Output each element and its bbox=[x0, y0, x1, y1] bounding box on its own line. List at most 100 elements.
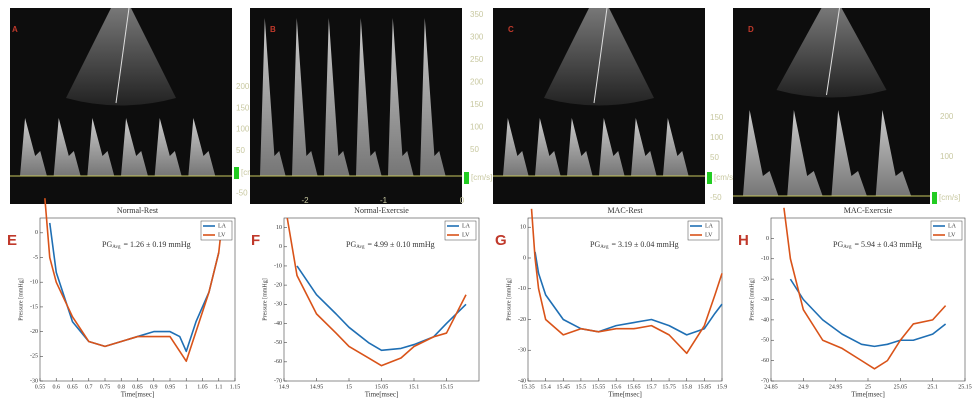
y-tick-label: 10 bbox=[520, 225, 526, 231]
y-tick-label: -10 bbox=[761, 256, 769, 262]
y-tick-label: 10 bbox=[276, 225, 282, 231]
x-tick-label: 0.55 bbox=[35, 384, 46, 390]
annotation: PGAvg = 1.26 ± 0.19 mmHg bbox=[102, 240, 191, 250]
doppler-envelope bbox=[535, 118, 561, 176]
x-tick-label: 15.7 bbox=[646, 384, 657, 390]
baseline-marker bbox=[464, 172, 469, 184]
y-axis-label: Pressure [mmHg] bbox=[18, 278, 24, 321]
time-tick-label: 0 bbox=[460, 196, 465, 205]
x-tick-label: 14.9 bbox=[279, 384, 290, 390]
doppler-envelope bbox=[388, 18, 414, 176]
sector-image bbox=[66, 8, 176, 106]
x-tick-label: 0.95 bbox=[165, 384, 176, 390]
doppler-envelope bbox=[631, 118, 657, 176]
y-tick-label: -5 bbox=[33, 255, 38, 261]
y-tick-label: -30 bbox=[274, 302, 282, 308]
y-axis-label: Pressure [mmHg] bbox=[506, 278, 512, 321]
annotation-text: = 1.26 ± 0.19 mmHg bbox=[123, 240, 190, 249]
series-line bbox=[44, 198, 223, 363]
time-tick-label: -1 bbox=[380, 196, 388, 205]
doppler-envelope bbox=[787, 110, 823, 196]
legend-label: LA bbox=[462, 223, 471, 229]
x-tick-label: 15.5 bbox=[576, 384, 587, 390]
doppler-envelope bbox=[188, 118, 216, 176]
scale-tick-label: 100 bbox=[236, 125, 250, 134]
doppler-envelope bbox=[743, 110, 779, 196]
scale-tick-label: 100 bbox=[940, 152, 954, 161]
legend-box bbox=[444, 220, 477, 241]
legend-label: LV bbox=[948, 232, 956, 238]
x-tick-label: 0.75 bbox=[100, 384, 111, 390]
panel-label: C bbox=[508, 25, 514, 34]
chart-title: MAC-Exercsie bbox=[844, 206, 893, 215]
y-tick-label: -50 bbox=[761, 338, 769, 344]
sector-image bbox=[544, 8, 654, 106]
scale-tick-label: 150 bbox=[236, 103, 250, 112]
scale-tick-label: 200 bbox=[940, 112, 954, 121]
annotation-main: PG bbox=[102, 240, 112, 249]
chart-title: Normal-Exercsie bbox=[354, 206, 409, 215]
y-axis-label: Pressure [mmHg] bbox=[749, 278, 755, 321]
panel-label: B bbox=[270, 25, 276, 34]
annotation-main: PG bbox=[590, 240, 600, 249]
x-tick-label: 1.1 bbox=[215, 384, 223, 390]
scale-unit: [cm/s] bbox=[714, 173, 735, 182]
y-tick-label: -40 bbox=[761, 317, 769, 323]
doppler-envelope bbox=[831, 110, 867, 196]
series-line bbox=[789, 278, 947, 348]
annotation: PGAvg = 5.94 ± 0.43 mmHg bbox=[833, 240, 922, 250]
y-tick-label: -20 bbox=[761, 277, 769, 283]
x-tick-label: 24.85 bbox=[764, 384, 778, 390]
doppler-envelope bbox=[324, 18, 350, 176]
time-tick-label: -2 bbox=[301, 196, 309, 205]
legend-box bbox=[687, 220, 720, 241]
y-tick-label: -50 bbox=[274, 340, 282, 346]
legend-box bbox=[930, 220, 963, 241]
x-tick-label: 15.8 bbox=[681, 384, 692, 390]
series-line bbox=[48, 222, 220, 353]
x-tick-label: 25 bbox=[865, 384, 871, 390]
y-tick-label: 0 bbox=[523, 255, 526, 261]
doppler-envelope bbox=[121, 118, 148, 176]
chart-title: MAC-Rest bbox=[607, 206, 643, 215]
y-tick-label: -10 bbox=[518, 286, 526, 292]
y-tick-label: -20 bbox=[274, 282, 282, 288]
x-tick-label: 15.9 bbox=[717, 384, 728, 390]
y-tick-label: 0 bbox=[766, 236, 769, 242]
x-tick-label: 15.75 bbox=[662, 384, 676, 390]
annotation: PGAvg = 4.99 ± 0.10 mmHg bbox=[346, 240, 435, 250]
scale-tick-label: 100 bbox=[710, 133, 724, 142]
annotation: PGAvg = 3.19 ± 0.04 mmHg bbox=[590, 240, 679, 250]
x-tick-label: 0.65 bbox=[67, 384, 78, 390]
panel-label: F bbox=[251, 232, 260, 249]
y-tick-label: -15 bbox=[30, 304, 38, 310]
scale-tick-label: 150 bbox=[710, 113, 724, 122]
annotation-main: PG bbox=[833, 240, 843, 249]
series-line bbox=[286, 217, 467, 367]
x-tick-label: 1.05 bbox=[197, 384, 208, 390]
cursor-line bbox=[826, 7, 840, 96]
plot-area bbox=[283, 217, 480, 382]
doppler-envelope bbox=[53, 118, 81, 176]
annotation-sub: Avg bbox=[356, 245, 365, 250]
doppler-envelope bbox=[663, 118, 689, 176]
scale-tick-label: 250 bbox=[470, 55, 484, 64]
annotation-text: = 5.94 ± 0.43 mmHg bbox=[854, 240, 921, 249]
x-tick-label: 1.15 bbox=[230, 384, 241, 390]
scale-tick-label: 50 bbox=[236, 146, 245, 155]
x-tick-label: 0.6 bbox=[53, 384, 61, 390]
series-line bbox=[530, 208, 723, 355]
sector-image bbox=[776, 8, 887, 98]
baseline-marker bbox=[234, 167, 239, 179]
scale-tick-label: 300 bbox=[470, 33, 484, 42]
doppler-envelope bbox=[292, 18, 318, 176]
ultrasound-panel: 200 100 [cm/s] D bbox=[733, 7, 960, 204]
scale-tick-label: 200 bbox=[470, 78, 484, 87]
plot-area bbox=[527, 217, 723, 382]
x-axis-label: Time[msec] bbox=[121, 391, 155, 399]
x-tick-label: 0.7 bbox=[85, 384, 93, 390]
y-tick-label: -30 bbox=[518, 348, 526, 354]
annotation-sub: Avg bbox=[600, 245, 609, 250]
annotation-sub: Avg bbox=[843, 245, 852, 250]
doppler-envelope bbox=[420, 18, 446, 176]
